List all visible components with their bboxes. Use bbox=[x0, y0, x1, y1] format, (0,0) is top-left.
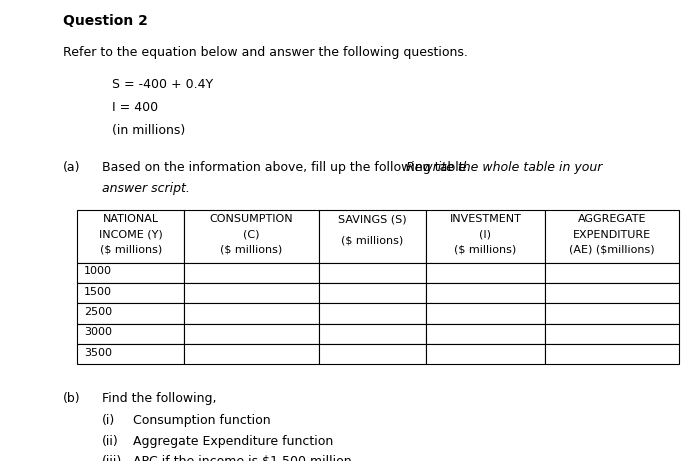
Bar bbox=[184, 210, 318, 263]
Bar bbox=[426, 344, 545, 364]
Text: EXPENDITURE: EXPENDITURE bbox=[573, 230, 651, 240]
Text: Rewrite the whole table in your: Rewrite the whole table in your bbox=[406, 161, 603, 174]
Bar bbox=[318, 210, 426, 263]
Text: (I): (I) bbox=[480, 230, 491, 240]
Text: (iii): (iii) bbox=[102, 455, 122, 461]
Bar bbox=[184, 263, 318, 283]
Bar bbox=[77, 210, 184, 263]
Bar bbox=[318, 344, 426, 364]
Text: (b): (b) bbox=[63, 392, 80, 405]
Bar bbox=[426, 210, 545, 263]
Bar bbox=[77, 263, 184, 283]
Bar bbox=[318, 303, 426, 324]
Bar bbox=[426, 324, 545, 344]
Text: CONSUMPTION: CONSUMPTION bbox=[210, 214, 293, 225]
Text: 3000: 3000 bbox=[84, 327, 112, 337]
Text: 1500: 1500 bbox=[84, 287, 112, 297]
Bar bbox=[545, 344, 679, 364]
Text: AGGREGATE: AGGREGATE bbox=[578, 214, 646, 225]
Bar bbox=[545, 324, 679, 344]
Bar bbox=[77, 303, 184, 324]
Bar bbox=[77, 283, 184, 303]
Text: Consumption function: Consumption function bbox=[133, 414, 271, 427]
Bar bbox=[426, 303, 545, 324]
Bar bbox=[426, 283, 545, 303]
Text: (ii): (ii) bbox=[102, 435, 118, 448]
Text: Based on the information above, fill up the following table.: Based on the information above, fill up … bbox=[102, 161, 474, 174]
Text: APC if the income is $1,500 million: APC if the income is $1,500 million bbox=[133, 455, 351, 461]
Text: Question 2: Question 2 bbox=[63, 14, 148, 28]
Text: (in millions): (in millions) bbox=[112, 124, 186, 137]
Text: ($ millions): ($ millions) bbox=[220, 245, 283, 254]
Text: SAVINGS (S): SAVINGS (S) bbox=[338, 214, 407, 225]
Bar bbox=[184, 303, 318, 324]
Bar bbox=[545, 210, 679, 263]
Text: NATIONAL: NATIONAL bbox=[103, 214, 159, 225]
Text: 2500: 2500 bbox=[84, 307, 112, 317]
Text: 1000: 1000 bbox=[84, 266, 112, 277]
Text: (a): (a) bbox=[63, 161, 80, 174]
Bar bbox=[184, 283, 318, 303]
Text: I = 400: I = 400 bbox=[112, 101, 158, 114]
Text: (C): (C) bbox=[243, 230, 260, 240]
Bar bbox=[184, 324, 318, 344]
Text: 3500: 3500 bbox=[84, 348, 112, 358]
Bar bbox=[77, 324, 184, 344]
Bar bbox=[77, 344, 184, 364]
Text: Refer to the equation below and answer the following questions.: Refer to the equation below and answer t… bbox=[63, 46, 468, 59]
Bar bbox=[545, 283, 679, 303]
Bar bbox=[426, 263, 545, 283]
Bar bbox=[545, 303, 679, 324]
Text: Find the following,: Find the following, bbox=[102, 392, 216, 405]
Bar bbox=[184, 344, 318, 364]
Bar bbox=[318, 283, 426, 303]
Text: ($ millions): ($ millions) bbox=[341, 236, 403, 246]
Text: ($ millions): ($ millions) bbox=[454, 245, 517, 254]
Text: INCOME (Y): INCOME (Y) bbox=[99, 230, 162, 240]
Text: ($ millions): ($ millions) bbox=[99, 245, 162, 254]
Bar bbox=[545, 263, 679, 283]
Text: (AE) ($millions): (AE) ($millions) bbox=[569, 245, 654, 254]
Bar bbox=[318, 263, 426, 283]
Text: Aggregate Expenditure function: Aggregate Expenditure function bbox=[133, 435, 333, 448]
Bar bbox=[318, 324, 426, 344]
Text: INVESTMENT: INVESTMENT bbox=[449, 214, 522, 225]
Text: (i): (i) bbox=[102, 414, 115, 427]
Text: answer script.: answer script. bbox=[102, 182, 190, 195]
Text: S = -400 + 0.4Y: S = -400 + 0.4Y bbox=[112, 78, 213, 91]
